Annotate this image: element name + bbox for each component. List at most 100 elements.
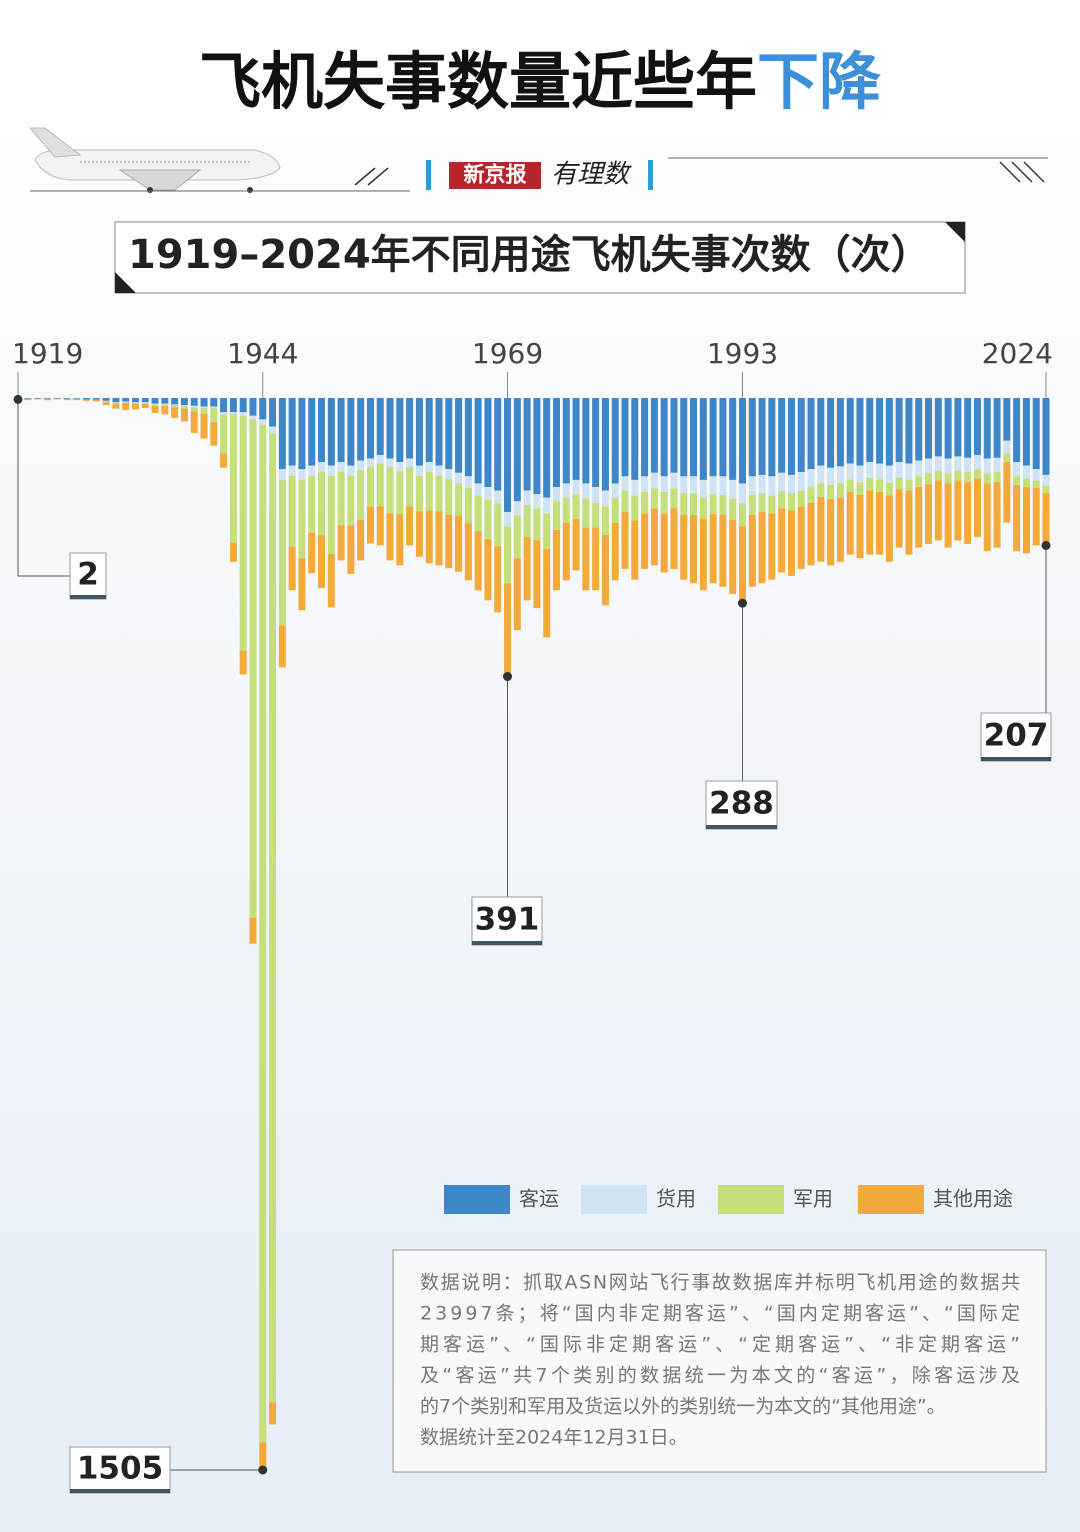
bar-segment <box>670 508 678 569</box>
bar-segment <box>396 462 404 472</box>
legend-swatch <box>444 1185 510 1214</box>
bar-segment <box>357 398 365 461</box>
bar-segment <box>876 463 884 480</box>
bar-segment <box>543 398 551 498</box>
bar-segment <box>347 398 355 466</box>
bar-segment <box>925 458 933 474</box>
bar-segment <box>670 488 678 509</box>
bar-segment <box>327 553 335 608</box>
bar-segment <box>504 583 512 677</box>
bar-segment <box>660 513 668 573</box>
slashes <box>999 161 1045 183</box>
bar-segment <box>73 398 81 401</box>
bar-segment <box>112 402 120 404</box>
bar-segment <box>621 490 629 512</box>
bar-segment <box>210 407 218 423</box>
bar-segment <box>552 487 560 502</box>
bar-segment <box>631 398 639 480</box>
bar-segment <box>778 491 786 509</box>
bar-segment <box>376 398 384 455</box>
bar-segment <box>944 398 952 459</box>
bar-segment <box>660 398 668 477</box>
bar-segment <box>484 487 492 500</box>
bar-segment <box>180 398 188 406</box>
bar-segment <box>807 469 815 488</box>
bar-segment <box>131 398 139 403</box>
callout-label: 2 <box>77 557 99 593</box>
bar-segment <box>122 401 130 403</box>
note-line: 数据统计至2024年12月31日。 <box>420 1427 688 1449</box>
bar-segment <box>660 492 668 514</box>
bar-segment <box>552 529 560 591</box>
bar-segment <box>337 471 345 525</box>
bar-segment <box>709 398 717 477</box>
bar-segment <box>298 558 306 611</box>
bar-segment <box>680 398 688 477</box>
bar-segment <box>944 483 952 548</box>
bar-segment <box>611 522 619 581</box>
bar-segment <box>533 540 541 609</box>
bar-segment <box>83 398 91 400</box>
bar-segment <box>435 465 443 476</box>
bar-segment <box>278 398 286 470</box>
bar-segment <box>425 510 433 564</box>
bar-segment <box>768 398 776 477</box>
bar-segment <box>925 473 933 485</box>
bar-segment <box>611 483 619 498</box>
bar-segment <box>738 503 746 527</box>
bar-segment <box>200 406 208 408</box>
legend-label: 军用 <box>793 1187 833 1211</box>
callout-label: 1505 <box>77 1451 163 1487</box>
bar-segment <box>827 499 835 566</box>
bar-segment <box>543 549 551 638</box>
bar-segment <box>572 479 580 495</box>
bar-segment <box>954 456 962 471</box>
bar-segment <box>406 398 414 459</box>
bar-segment <box>787 510 795 577</box>
bar-segment <box>308 398 316 466</box>
bar-segment <box>1042 398 1050 475</box>
bar-segment <box>690 476 698 494</box>
bar-segment <box>601 534 609 606</box>
bar-segment <box>562 497 570 523</box>
bar-segment <box>1032 487 1040 546</box>
bar-segment <box>964 457 972 473</box>
bar-segment <box>171 407 179 418</box>
bar-segment <box>827 467 835 485</box>
bar-segment <box>846 492 854 555</box>
bar-segment <box>856 398 864 466</box>
bar-segment <box>611 497 619 523</box>
bar-segment <box>709 494 717 515</box>
bar-segment <box>925 398 933 459</box>
bar-segment <box>318 471 326 536</box>
bar-segment <box>934 456 942 471</box>
bar-segment <box>229 542 237 562</box>
bar-segment <box>856 494 864 559</box>
bar-segment <box>934 480 942 541</box>
bar-segment <box>729 498 737 520</box>
bar-segment <box>102 398 110 401</box>
bar-segment <box>993 457 1001 473</box>
bar-segment <box>151 404 159 406</box>
bar-segment <box>455 515 463 572</box>
bar-segment <box>533 398 541 495</box>
bar-segment <box>347 465 355 476</box>
bar-segment <box>298 398 306 470</box>
bar-segment <box>200 398 208 407</box>
bar-segment <box>464 523 472 581</box>
bar-segment <box>885 465 893 483</box>
bar-segment <box>1032 469 1040 481</box>
bar-segment <box>63 398 71 401</box>
bar-segment <box>171 398 179 405</box>
bar-segment <box>738 398 746 484</box>
bar-segment <box>318 398 326 463</box>
bar-segment <box>680 493 688 515</box>
bar-segment <box>876 398 884 464</box>
bar-segment <box>210 398 218 407</box>
x-tick-label: 1944 <box>227 337 298 370</box>
bar-segment <box>954 398 962 457</box>
bar-segment <box>122 402 130 403</box>
bar-segment <box>660 476 668 493</box>
bar-segment <box>112 402 120 403</box>
bar-segment <box>474 398 482 484</box>
